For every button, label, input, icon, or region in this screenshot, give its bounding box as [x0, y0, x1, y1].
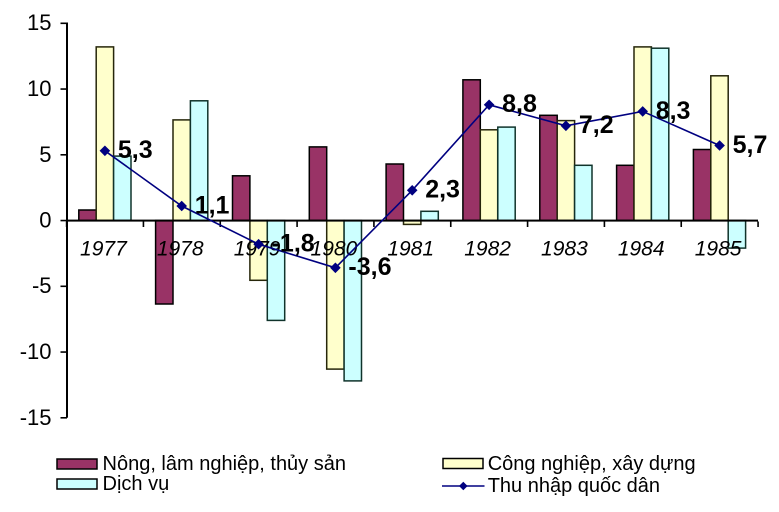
svg-text:1977: 1977 — [80, 238, 128, 261]
svg-text:10: 10 — [27, 76, 51, 101]
svg-text:1984: 1984 — [618, 238, 665, 261]
svg-text:5: 5 — [39, 142, 51, 167]
svg-text:Công nghiệp, xây dựng: Công nghiệp, xây dựng — [488, 453, 696, 475]
svg-text:-10: -10 — [20, 339, 52, 364]
svg-text:1985: 1985 — [695, 238, 742, 261]
svg-text:5,3: 5,3 — [118, 136, 153, 164]
svg-text:Nông, lâm nghiệp, thủy sản: Nông, lâm nghiệp, thủy sản — [103, 453, 347, 475]
svg-text:7,2: 7,2 — [579, 111, 614, 139]
svg-text:1978: 1978 — [157, 238, 204, 261]
svg-text:1979: 1979 — [234, 238, 281, 261]
svg-text:8,8: 8,8 — [502, 90, 537, 118]
svg-text:-1,8: -1,8 — [272, 230, 315, 258]
svg-text:1981: 1981 — [387, 238, 434, 261]
svg-text:-5: -5 — [32, 273, 52, 298]
svg-text:1,1: 1,1 — [195, 191, 230, 219]
svg-text:1982: 1982 — [464, 238, 511, 261]
svg-text:5,7: 5,7 — [733, 131, 768, 159]
svg-text:Dịch vụ: Dịch vụ — [103, 473, 170, 495]
svg-text:8,3: 8,3 — [656, 97, 691, 125]
svg-text:0: 0 — [39, 208, 51, 233]
svg-text:-15: -15 — [20, 405, 52, 430]
svg-text:2,3: 2,3 — [425, 176, 460, 204]
svg-text:1980: 1980 — [311, 238, 358, 261]
svg-text:15: 15 — [27, 10, 51, 35]
svg-text:1983: 1983 — [541, 238, 588, 261]
svg-text:-3,6: -3,6 — [348, 253, 391, 281]
svg-text:Thu nhập quốc dân: Thu nhập quốc dân — [488, 475, 660, 497]
